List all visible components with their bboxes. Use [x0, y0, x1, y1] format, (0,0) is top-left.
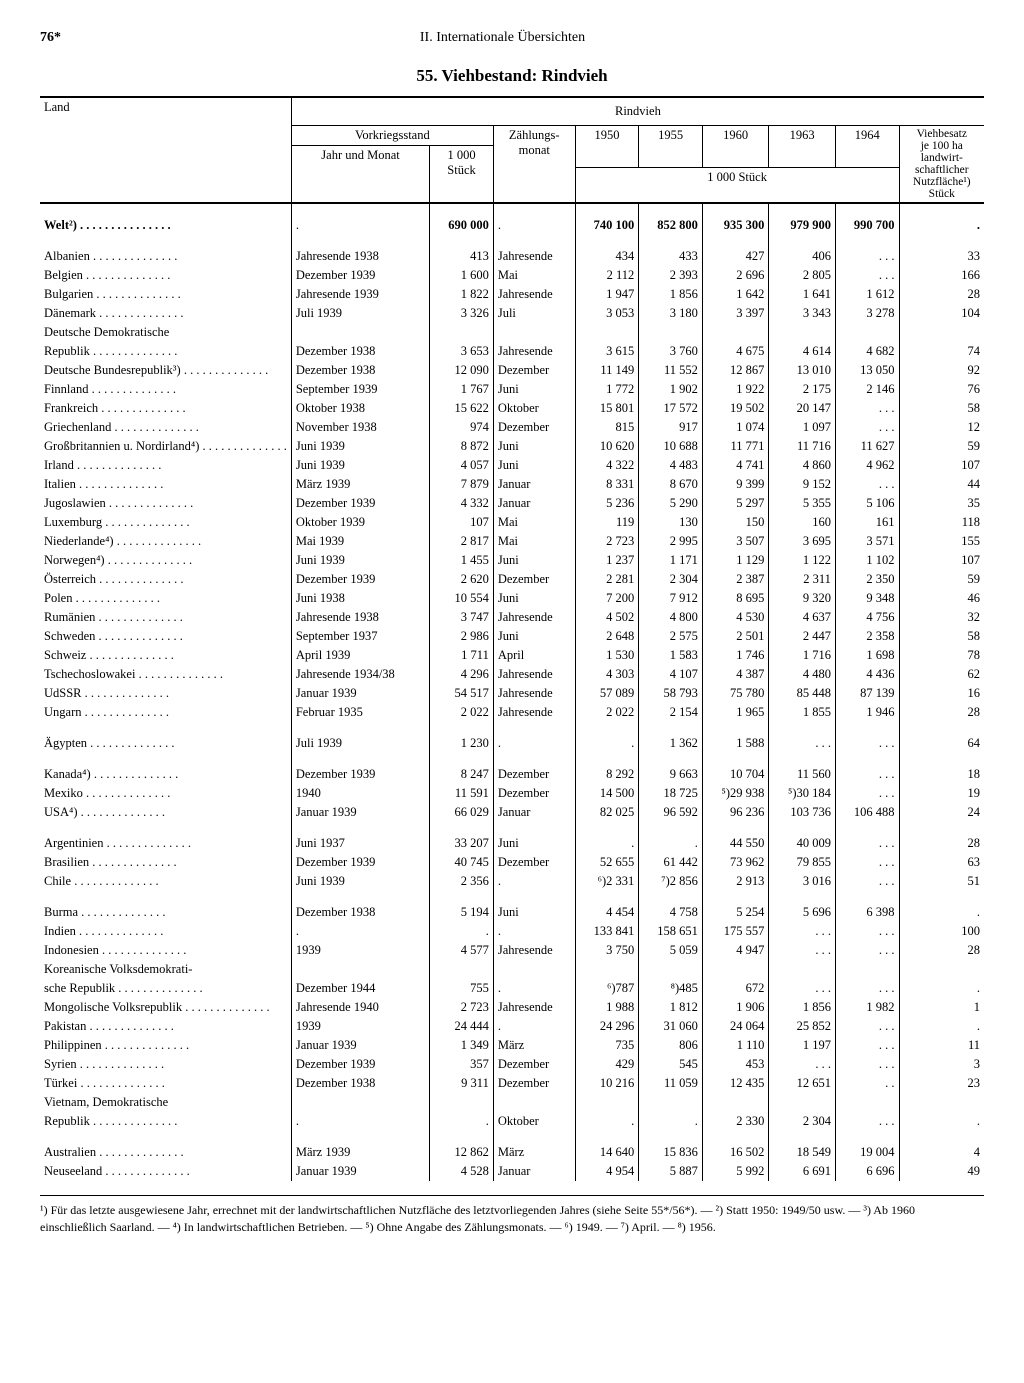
- table-row: Großbritannien u. Nordirland⁴) . . . . .…: [40, 437, 984, 456]
- cattle-table: Land Rindvieh Vorkriegsstand Zählungs- m…: [40, 96, 984, 1181]
- table-row: Bulgarien . . . . . . . . . . . . . .Jah…: [40, 285, 984, 304]
- table-row: Australien . . . . . . . . . . . . . .Mä…: [40, 1143, 984, 1162]
- col-group: Rindvieh: [291, 97, 984, 126]
- table-row: Neuseeland . . . . . . . . . . . . . .Ja…: [40, 1162, 984, 1181]
- table-row: Belgien . . . . . . . . . . . . . .Dezem…: [40, 266, 984, 285]
- table-row: Philippinen . . . . . . . . . . . . . .J…: [40, 1036, 984, 1055]
- table-row: Frankreich . . . . . . . . . . . . . .Ok…: [40, 399, 984, 418]
- footnotes: ¹) Für das letzte ausgewiesene Jahr, err…: [40, 1195, 984, 1236]
- table-row: Indonesien . . . . . . . . . . . . . .19…: [40, 941, 984, 960]
- table-row-world: Welt²) . . . . . . . . . . . . . . ..690…: [40, 216, 984, 235]
- table-row: Deutsche Demokratische: [40, 323, 984, 342]
- col-year-month: Jahr und Monat: [291, 146, 429, 204]
- table-row: Tschechoslowakei . . . . . . . . . . . .…: [40, 665, 984, 684]
- table-row: USA⁴) . . . . . . . . . . . . . .Januar …: [40, 803, 984, 822]
- table-row: Indien . . . . . . . . . . . . . ....133…: [40, 922, 984, 941]
- table-row: Jugoslawien . . . . . . . . . . . . . .D…: [40, 494, 984, 513]
- table-row: Österreich . . . . . . . . . . . . . .De…: [40, 570, 984, 589]
- table-title: 55. Viehbestand: Rindvieh: [40, 66, 984, 86]
- table-row: Deutsche Bundesrepublik³) . . . . . . . …: [40, 361, 984, 380]
- col-1955: 1955: [639, 126, 703, 168]
- col-1000b: 1 000 Stück: [575, 168, 899, 204]
- table-row: Schweiz . . . . . . . . . . . . . .April…: [40, 646, 984, 665]
- table-row: Mexiko . . . . . . . . . . . . . .194011…: [40, 784, 984, 803]
- col-1964: 1964: [835, 126, 899, 168]
- col-prewar: Vorkriegsstand: [291, 126, 493, 146]
- table-row: sche Republik . . . . . . . . . . . . . …: [40, 979, 984, 998]
- col-1950: 1950: [575, 126, 639, 168]
- table-row: Irland . . . . . . . . . . . . . .Juni 1…: [40, 456, 984, 475]
- table-row: Finnland . . . . . . . . . . . . . .Sept…: [40, 380, 984, 399]
- table-row: Türkei . . . . . . . . . . . . . .Dezemb…: [40, 1074, 984, 1093]
- page-header: 76* II. Internationale Übersichten: [40, 30, 984, 46]
- table-row: Mongolische Volksrepublik . . . . . . . …: [40, 998, 984, 1017]
- table-row: Kanada⁴) . . . . . . . . . . . . . .Deze…: [40, 765, 984, 784]
- col-density: Viehbesatz je 100 ha landwirt- schaftlic…: [899, 126, 984, 204]
- table-row: Burma . . . . . . . . . . . . . .Dezembe…: [40, 903, 984, 922]
- table-row: Argentinien . . . . . . . . . . . . . .J…: [40, 834, 984, 853]
- table-row: Luxemburg . . . . . . . . . . . . . .Okt…: [40, 513, 984, 532]
- col-1000: 1 000 Stück: [430, 146, 494, 204]
- table-row: Polen . . . . . . . . . . . . . .Juni 19…: [40, 589, 984, 608]
- table-row: Norwegen⁴) . . . . . . . . . . . . . .Ju…: [40, 551, 984, 570]
- col-1963: 1963: [769, 126, 836, 168]
- table-row: Republik . . . . . . . . . . . . . ...Ok…: [40, 1112, 984, 1131]
- table-row: Italien . . . . . . . . . . . . . .März …: [40, 475, 984, 494]
- table-row: Vietnam, Demokratische: [40, 1093, 984, 1112]
- col-census: Zählungs- monat: [493, 126, 575, 204]
- table-row: Koreanische Volksdemokrati-: [40, 960, 984, 979]
- table-row: Brasilien . . . . . . . . . . . . . .Dez…: [40, 853, 984, 872]
- table-row: Pakistan . . . . . . . . . . . . . .1939…: [40, 1017, 984, 1036]
- table-row: UdSSR . . . . . . . . . . . . . .Januar …: [40, 684, 984, 703]
- table-row: Albanien . . . . . . . . . . . . . .Jahr…: [40, 247, 984, 266]
- table-row: Ungarn . . . . . . . . . . . . . .Februa…: [40, 703, 984, 722]
- table-row: Dänemark . . . . . . . . . . . . . .Juli…: [40, 304, 984, 323]
- table-row: Schweden . . . . . . . . . . . . . .Sept…: [40, 627, 984, 646]
- table-row: Ägypten . . . . . . . . . . . . . .Juli …: [40, 734, 984, 753]
- table-row: Griechenland . . . . . . . . . . . . . .…: [40, 418, 984, 437]
- table-row: Republik . . . . . . . . . . . . . .Deze…: [40, 342, 984, 361]
- col-land: Land: [40, 97, 291, 203]
- col-1960: 1960: [702, 126, 769, 168]
- table-row: Rumänien . . . . . . . . . . . . . .Jahr…: [40, 608, 984, 627]
- page-number: 76*: [40, 30, 61, 46]
- section-name: II. Internationale Übersichten: [61, 30, 944, 46]
- table-row: Chile . . . . . . . . . . . . . .Juni 19…: [40, 872, 984, 891]
- table-row: Niederlande⁴) . . . . . . . . . . . . . …: [40, 532, 984, 551]
- table-row: Syrien . . . . . . . . . . . . . .Dezemb…: [40, 1055, 984, 1074]
